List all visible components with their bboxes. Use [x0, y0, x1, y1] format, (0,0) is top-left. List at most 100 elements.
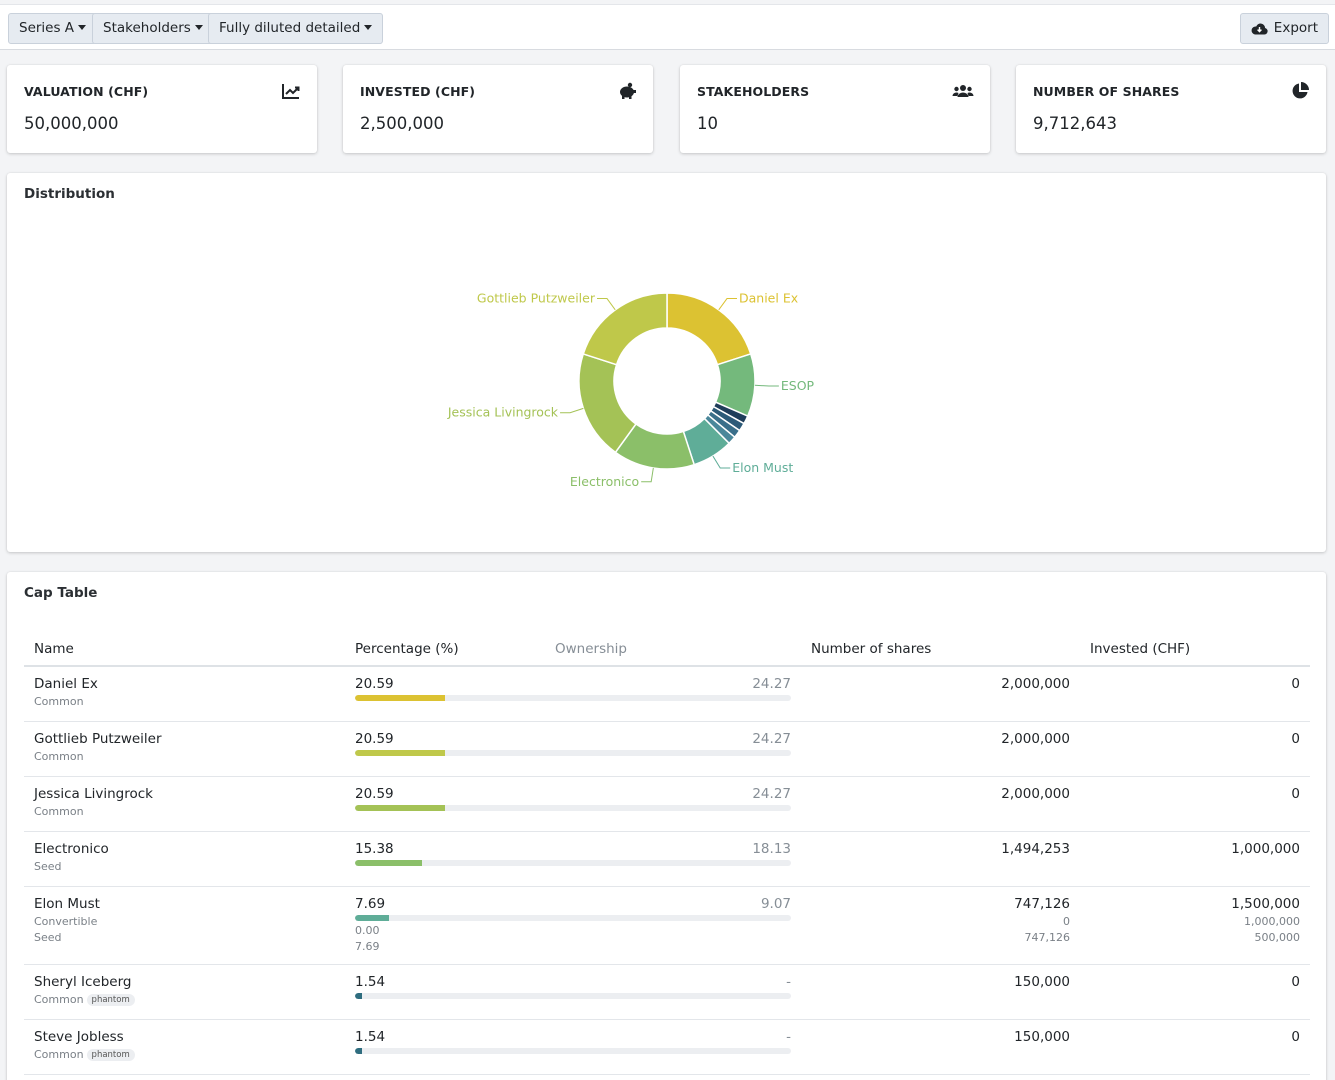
percentage-bar-fill — [355, 695, 445, 701]
donut-label-leader — [754, 384, 779, 387]
percentage-bar — [355, 749, 791, 756]
percentage-bar — [355, 1047, 791, 1054]
invested-sub-value: 1,000,000 — [1244, 914, 1300, 928]
invested-value: 0 — [1291, 1028, 1300, 1045]
donut-slice[interactable] — [582, 292, 668, 366]
round-dropdown[interactable]: Series A — [8, 13, 98, 44]
share-class-label: Common — [34, 804, 84, 818]
stakeholder-name[interactable]: Sheryl Iceberg — [34, 973, 132, 990]
piggy-bank-icon — [620, 82, 636, 99]
table-row: Steve Jobless Common phantom 1.54 - 150,000 0 — [24, 1019, 1310, 1075]
caret-down-icon — [194, 25, 203, 30]
cap-table-card: Cap Table Name Percentage (%) Ownership … — [7, 572, 1326, 1080]
shares-value: 2,000,000 — [1001, 785, 1070, 802]
share-class-label: Seed — [34, 859, 62, 873]
donut-label-leader — [596, 298, 616, 311]
name-cell: Sheryl Iceberg Common phantom — [24, 964, 345, 1020]
stakeholder-name[interactable]: Daniel Ex — [34, 676, 98, 692]
donut-slice-label: Elon Must — [732, 460, 793, 475]
percentage-bar-fill — [355, 992, 362, 999]
donut-slice-label: Electronico — [570, 474, 639, 489]
percentage-bar-fill — [355, 914, 389, 921]
stakeholder-name[interactable]: Jessica Livingrock — [34, 785, 153, 802]
ownership-value: - — [786, 1028, 791, 1045]
donut-slice-label: Gottlieb Putzweiler — [477, 291, 596, 306]
percentage-cell: 20.59 24.27 — [345, 721, 801, 777]
percentage-cell: 15.38 18.13 — [345, 831, 801, 887]
ownership-value: 9.07 — [760, 895, 791, 912]
stakeholder-name[interactable]: Gottlieb Putzweiler — [34, 730, 162, 747]
view-dropdown[interactable]: Stakeholders — [92, 13, 214, 44]
stat-card-shares: NUMBER OF SHARES 9,712,643 — [1016, 65, 1326, 153]
share-class-label: Common — [34, 992, 84, 1006]
invested-value: 0 — [1291, 676, 1300, 692]
pie-chart-icon — [1292, 82, 1309, 99]
donut-slice-label: Daniel Ex — [739, 291, 798, 306]
percentage-cell: 7.69 0.00 7.69 9.07 — [345, 886, 801, 965]
share-class: Common — [34, 750, 335, 763]
invested-cell: 1,000,000 — [1080, 831, 1310, 887]
view-dropdown-label: Stakeholders — [103, 20, 191, 36]
stat-value: 10 — [697, 114, 718, 133]
percentage-value: 7.69 — [355, 895, 386, 912]
percentage-bar — [355, 914, 791, 921]
caret-down-icon — [364, 25, 373, 30]
table-header-row: Name Percentage (%) Ownership Number of … — [24, 632, 1310, 667]
table-row: Gottlieb Putzweiler Common 20.59 24.27 2,000… — [24, 721, 1310, 777]
share-class-label: Seed — [34, 930, 62, 944]
stakeholder-name[interactable]: Elon Must — [34, 895, 100, 912]
shares-cell: 150,000 — [801, 964, 1080, 1020]
donut-label-leader — [718, 298, 738, 311]
share-class: Common — [34, 695, 335, 708]
share-class: Common phantom — [34, 993, 335, 1006]
column-header-percentage[interactable]: Percentage (%) — [345, 632, 545, 667]
shares-value: 150,000 — [1014, 973, 1070, 990]
invested-value: 0 — [1291, 730, 1300, 747]
name-cell: Steve Jobless Common phantom — [24, 1019, 345, 1075]
invested-value: 1,500,000 — [1231, 895, 1300, 912]
chart-line-icon — [282, 84, 300, 99]
cap-table: Name Percentage (%) Ownership Number of … — [24, 632, 1310, 1075]
share-class-label: Common — [34, 1047, 84, 1061]
donut-label-leader — [560, 407, 584, 414]
shares-value: 150,000 — [1014, 1028, 1070, 1045]
toolbar: Series A Stakeholders Fully diluted deta… — [0, 4, 1335, 50]
cloud-download-icon — [1251, 23, 1268, 35]
stat-card-invested: INVESTED (CHF) 2,500,000 — [343, 65, 653, 153]
shares-value: 1,494,253 — [1001, 840, 1070, 857]
column-header-ownership[interactable]: Ownership — [545, 632, 801, 667]
donut-label-leader — [641, 467, 654, 483]
shares-value: 2,000,000 — [1001, 676, 1070, 692]
table-row: Elon Must Convertible Seed 7.69 0.00 7.69 9.07… — [24, 886, 1310, 965]
export-button[interactable]: Export — [1239, 13, 1329, 44]
percentage-bar-fill — [355, 1047, 362, 1054]
invested-value: 1,000,000 — [1231, 840, 1300, 857]
share-class: Seed — [34, 860, 335, 873]
ownership-value: 18.13 — [752, 840, 791, 857]
ownership-value: 24.27 — [752, 785, 791, 802]
mode-dropdown[interactable]: Fully diluted detailed — [208, 13, 384, 44]
shares-cell: 1,494,253 — [801, 831, 1080, 887]
ownership-value: 24.27 — [752, 676, 791, 692]
stakeholder-name[interactable]: Steve Jobless — [34, 1028, 124, 1045]
stat-card-valuation: VALUATION (CHF) 50,000,000 — [7, 65, 317, 153]
column-header-invested[interactable]: Invested (CHF) — [1080, 632, 1310, 667]
invested-cell: 0 — [1080, 964, 1310, 1020]
users-icon — [952, 85, 974, 97]
invested-cell: 0 — [1080, 721, 1310, 777]
ownership-value: 24.27 — [752, 730, 791, 747]
distribution-card: Distribution Daniel Ex ESOP Elon Must Elect… — [7, 173, 1326, 552]
percentage-sub-value: 0.00 — [355, 923, 380, 937]
mode-dropdown-label: Fully diluted detailed — [219, 20, 361, 36]
shares-cell: 150,000 — [801, 1019, 1080, 1075]
column-header-name[interactable]: Name — [24, 632, 345, 667]
shares-cell: 2,000,000 — [801, 666, 1080, 722]
shares-value: 747,126 — [1014, 895, 1070, 912]
column-header-shares[interactable]: Number of shares — [801, 632, 1080, 667]
percentage-value: 1.54 — [355, 1028, 386, 1045]
table-row: Daniel Ex Common 20.59 24.27 2,000,000 0 — [24, 666, 1310, 722]
stakeholder-name[interactable]: Electronico — [34, 840, 109, 857]
shares-value: 2,000,000 — [1001, 730, 1070, 747]
donut-label-leader — [712, 455, 731, 469]
stat-value: 2,500,000 — [360, 114, 444, 133]
